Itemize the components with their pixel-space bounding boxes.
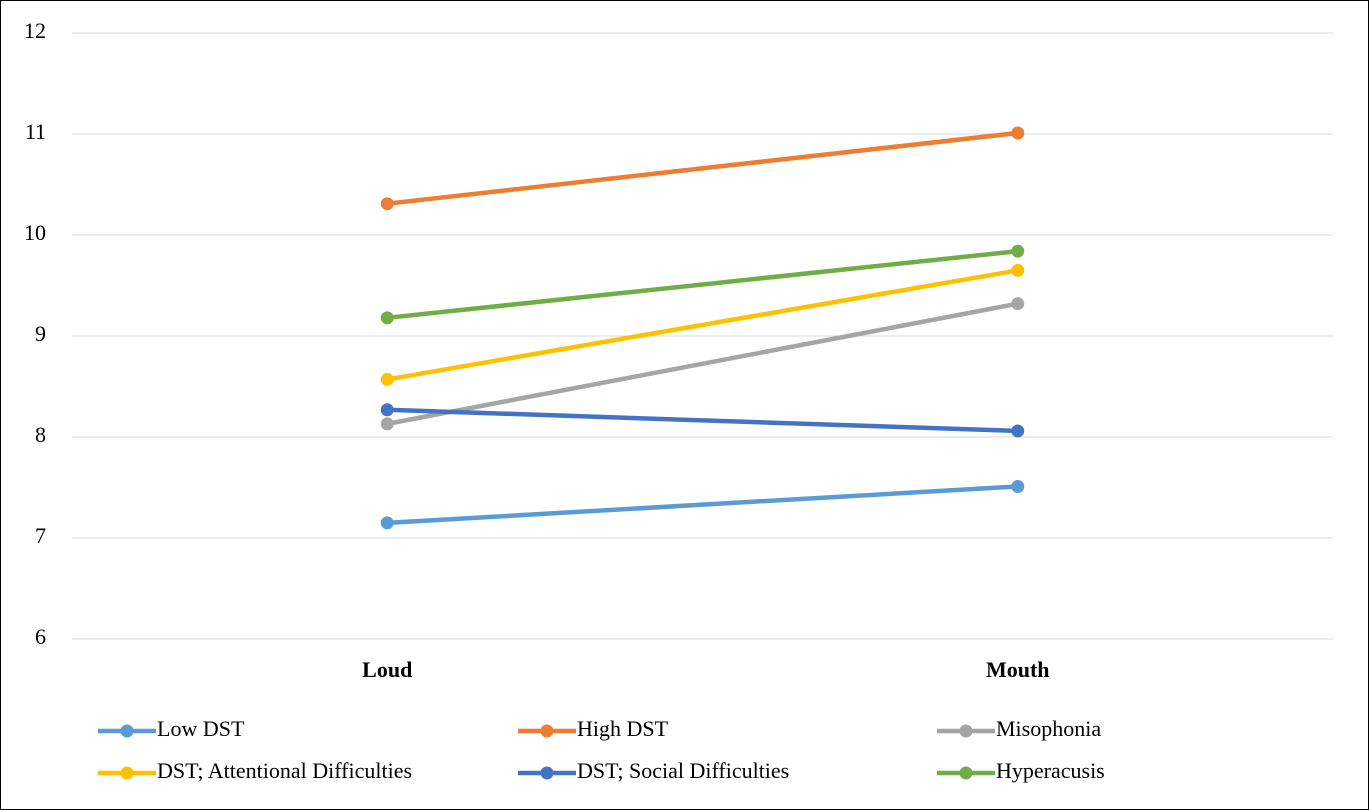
y-tick-label: 12: [24, 18, 46, 43]
data-point: [1011, 263, 1025, 277]
data-point: [1011, 244, 1025, 258]
data-point: [1011, 297, 1025, 311]
series-line: [385, 268, 1020, 382]
legend-marker: [120, 724, 134, 738]
series-line: [385, 248, 1020, 321]
legend-label: DST; Attentional Difficulties: [157, 758, 412, 783]
y-tick-label: 11: [25, 119, 46, 144]
data-point: [380, 417, 394, 431]
series-line: [385, 484, 1020, 526]
legend-marker: [540, 724, 554, 738]
legend-label: DST; Social Difficulties: [577, 758, 789, 783]
y-tick-label: 9: [35, 321, 46, 346]
x-tick-label: Loud: [362, 657, 412, 682]
y-tick-label: 10: [24, 220, 46, 245]
legend-label: Hyperacusis: [996, 758, 1105, 783]
legend-marker: [540, 766, 554, 780]
legend-label: Low DST: [157, 716, 245, 741]
data-point: [380, 311, 394, 325]
legend-marker: [959, 766, 973, 780]
y-tick-label: 8: [35, 422, 46, 447]
data-point: [1011, 479, 1025, 493]
legend-marker: [120, 766, 134, 780]
data-point: [380, 197, 394, 211]
y-tick-label: 7: [35, 523, 46, 548]
legend-label: Misophonia: [996, 716, 1101, 741]
y-tick-label: 6: [35, 624, 46, 649]
series-line: [385, 301, 1020, 427]
data-point: [380, 403, 394, 417]
legend-marker: [959, 724, 973, 738]
legend-label: High DST: [577, 716, 669, 741]
data-point: [380, 372, 394, 386]
series-line: [385, 130, 1020, 206]
data-point: [380, 516, 394, 530]
data-point: [1011, 126, 1025, 140]
series-line: [385, 407, 1020, 434]
data-point: [1011, 424, 1025, 438]
x-tick-label: Mouth: [986, 657, 1050, 682]
